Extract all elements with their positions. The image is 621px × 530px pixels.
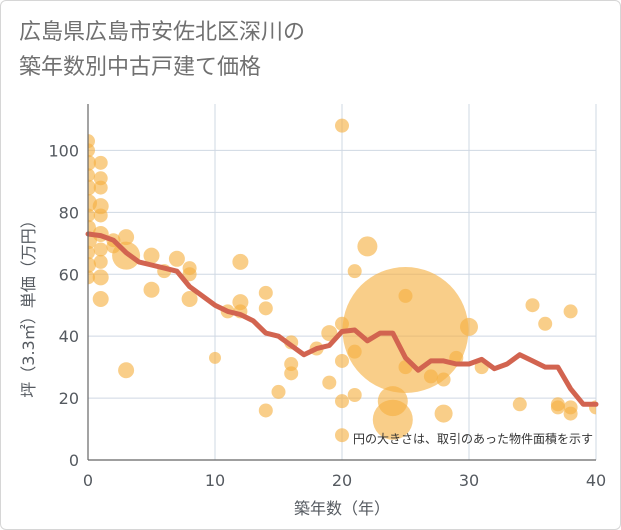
bubble-point-30 <box>168 250 185 267</box>
average-line-layer <box>85 231 599 407</box>
bubble-point-52 <box>335 394 349 409</box>
bubble-point-40 <box>258 301 273 316</box>
bubble-point-24 <box>118 229 135 246</box>
bubble-point-47 <box>321 325 338 342</box>
bubble-point-67 <box>460 317 478 336</box>
bubble-point-9 <box>88 245 95 260</box>
bubble-point-76 <box>563 406 578 421</box>
y-axis-label: 坪（3.3㎡）単価（万円） <box>19 212 38 397</box>
chart-title-line-2: 築年数別中古戸建て価格 <box>19 55 262 80</box>
y-tick-label-40: 40 <box>59 327 79 346</box>
bubble-point-64 <box>436 372 451 387</box>
bubble-point-26 <box>118 362 135 379</box>
bubble-point-12 <box>93 155 108 170</box>
bubble-point-11 <box>88 270 95 285</box>
y-tick-label-60: 60 <box>59 265 79 284</box>
bubble-point-16 <box>93 208 108 223</box>
y-tick-label-80: 80 <box>59 203 79 222</box>
x-tick-labels: 0 10 20 30 40 <box>83 471 606 490</box>
bubble-point-34 <box>209 351 221 364</box>
bubble-point-69 <box>512 397 527 412</box>
bubble-point-59 <box>372 399 413 440</box>
bubble-point-48 <box>322 375 337 390</box>
bubble-size-note: 円の大きさは、取引のあった物件面積を示す <box>353 431 593 446</box>
bubble-point-28 <box>143 281 160 298</box>
bubble-point-45 <box>284 366 299 381</box>
bubble-point-74 <box>563 304 578 319</box>
bubble-point-32 <box>182 267 197 282</box>
x-tick-label-40: 40 <box>586 471 606 490</box>
bubble-point-6 <box>88 208 95 223</box>
bubble-point-49 <box>335 118 349 133</box>
y-tick-labels: 0 20 40 60 80 100 <box>48 141 79 470</box>
x-tick-label-0: 0 <box>83 471 93 490</box>
bubble-point-53 <box>335 428 349 443</box>
bubble-point-57 <box>357 236 378 257</box>
x-tick-label-30: 30 <box>459 471 479 490</box>
bubble-point-19 <box>93 254 108 269</box>
y-tick-label-20: 20 <box>59 389 79 408</box>
bubble-point-70 <box>525 298 540 313</box>
bubble-point-18 <box>93 242 108 257</box>
bubble-point-4 <box>88 179 96 196</box>
bubble-point-73 <box>550 400 565 415</box>
bubble-point-65 <box>434 404 453 423</box>
x-tick-label-10: 10 <box>205 471 225 490</box>
bubble-point-36 <box>232 253 249 270</box>
x-axis-label: 築年数（年） <box>294 499 390 518</box>
bubble-point-2 <box>88 154 96 171</box>
bubble-point-20 <box>92 269 109 286</box>
bubble-point-41 <box>258 403 273 418</box>
bubble-point-14 <box>93 180 108 195</box>
bubble-point-21 <box>92 291 109 308</box>
y-tick-label-0: 0 <box>69 451 79 470</box>
bubble-point-63 <box>423 369 438 384</box>
bubble-point-39 <box>258 285 273 300</box>
bubble-point-71 <box>538 316 553 331</box>
x-tick-label-20: 20 <box>332 471 352 490</box>
bubble-point-61 <box>398 288 413 303</box>
axes <box>87 104 596 461</box>
bubble-point-3 <box>88 168 95 183</box>
bubble-point-51 <box>335 353 349 368</box>
bubble-point-56 <box>347 387 362 402</box>
bubble-point-1 <box>88 143 95 158</box>
chart-title: 広島県広島市安佐北区深川の 築年数別中古戸建て価格 <box>19 15 305 85</box>
bubble-point-27 <box>143 247 160 264</box>
bubble-layer <box>88 118 596 443</box>
bubble-point-54 <box>347 264 362 279</box>
bubble-point-33 <box>181 291 198 308</box>
chart-title-line-1: 広島県広島市安佐北区深川の <box>19 20 306 45</box>
bubble-point-42 <box>271 384 286 399</box>
average-price-line-0 <box>85 231 599 407</box>
y-tick-label-100: 100 <box>48 141 79 160</box>
